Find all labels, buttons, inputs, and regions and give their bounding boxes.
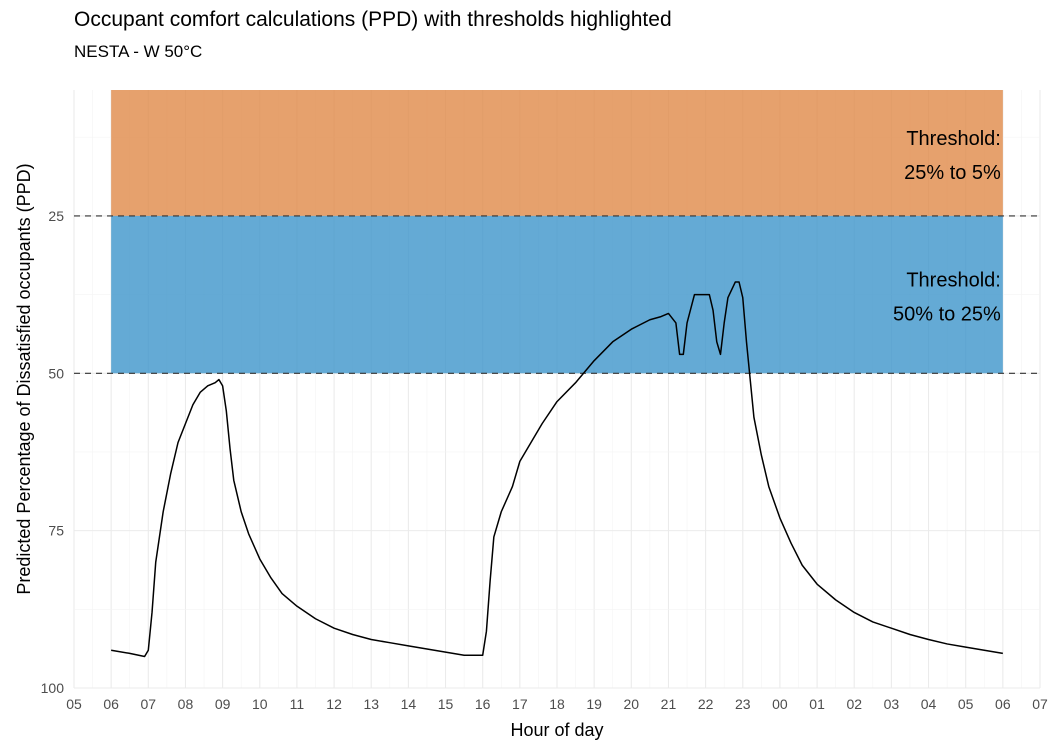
x-tick-label: 05	[958, 696, 974, 712]
x-tick-label: 07	[1032, 696, 1048, 712]
x-tick-label: 18	[549, 696, 565, 712]
x-tick-label: 23	[735, 696, 751, 712]
x-tick-label: 11	[290, 696, 305, 712]
x-tick-label: 20	[624, 696, 640, 712]
y-tick-label: 75	[48, 523, 64, 539]
x-tick-label: 16	[475, 696, 491, 712]
band-label-line2: 25% to 5%	[904, 162, 1001, 184]
x-tick-label: 05	[66, 696, 82, 712]
x-tick-label: 19	[586, 696, 602, 712]
x-tick-label: 01	[809, 696, 825, 712]
x-tick-label: 06	[103, 696, 119, 712]
x-tick-label: 08	[178, 696, 194, 712]
x-tick-label: 14	[401, 696, 417, 712]
y-axis-title: Predicted Percentage of Dissatisfied occ…	[14, 163, 34, 594]
x-tick-label: 13	[363, 696, 379, 712]
chart-title: Occupant comfort calculations (PPD) with…	[74, 8, 672, 31]
x-tick-label: 02	[846, 696, 862, 712]
threshold-band-0	[111, 90, 1003, 216]
x-tick-label: 10	[252, 696, 268, 712]
band-label-line2: 50% to 25%	[893, 304, 1001, 326]
x-tick-label: 09	[215, 696, 231, 712]
ppd-series-line	[111, 281, 1003, 658]
x-tick-label: 12	[326, 696, 342, 712]
threshold-band-1	[111, 215, 1003, 374]
x-tick-label: 00	[772, 696, 788, 712]
x-tick-label: 21	[661, 696, 677, 712]
band-label-line1: Threshold:	[906, 128, 1001, 150]
y-tick-label: 25	[48, 208, 64, 224]
x-tick-label: 15	[438, 696, 454, 712]
x-tick-label: 07	[141, 696, 157, 712]
x-axis-title: Hour of day	[510, 720, 603, 740]
x-tick-label: 06	[995, 696, 1011, 712]
x-tick-label: 17	[512, 696, 528, 712]
band-label-line1: Threshold:	[906, 270, 1001, 292]
x-tick-label: 03	[884, 696, 900, 712]
x-tick-label: 04	[921, 696, 937, 712]
x-tick-label: 22	[698, 696, 714, 712]
chart-subtitle: NESTA - W 50°C	[74, 42, 203, 61]
y-tick-label: 100	[41, 680, 65, 696]
y-tick-label: 50	[48, 365, 64, 381]
